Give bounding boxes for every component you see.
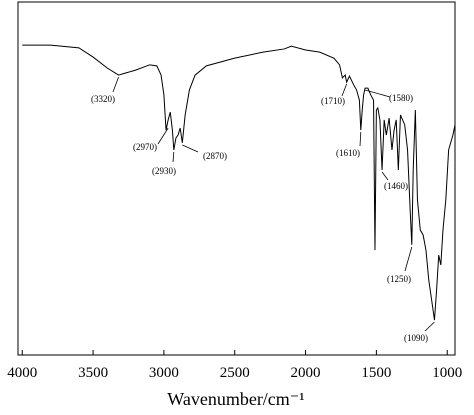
annotation-leader <box>112 76 119 93</box>
x-tick-label: 2000 <box>291 365 321 381</box>
annotation-label: (2970) <box>133 142 157 152</box>
annotation-label: (3320) <box>91 94 115 104</box>
x-tick-label: 1500 <box>361 365 391 381</box>
annotation-leader <box>182 144 199 153</box>
x-tick-label: 3000 <box>149 365 179 381</box>
annotation-label: (1250) <box>387 274 411 284</box>
x-tick-label: 1000 <box>432 365 462 381</box>
annotation-leader <box>359 131 362 147</box>
annotation-label: (1610) <box>336 148 360 158</box>
annotation-label: (1090) <box>404 333 428 343</box>
annotation-label: (2870) <box>203 151 227 161</box>
annotation-leader <box>157 127 169 145</box>
x-tick-label: 4000 <box>7 365 37 381</box>
x-tick-label: 2500 <box>220 365 250 381</box>
annotation-leader <box>424 321 435 332</box>
annotation-label: (2930) <box>152 166 176 176</box>
annotation-label: (1460) <box>384 181 408 191</box>
annotation-leader <box>172 151 175 163</box>
annotation-leader <box>404 246 413 272</box>
annotation-label: (1580) <box>389 93 413 103</box>
x-axis-label: Wavenumber/cm⁻¹ <box>167 389 304 409</box>
spectrum-line <box>22 44 456 321</box>
annotation-leader <box>341 83 348 97</box>
plot-frame <box>17 1 456 356</box>
x-tick-label: 3500 <box>78 365 108 381</box>
annotation-leader <box>381 171 389 181</box>
annotation-leader <box>364 89 391 98</box>
annotation-label: (1710) <box>321 96 345 106</box>
